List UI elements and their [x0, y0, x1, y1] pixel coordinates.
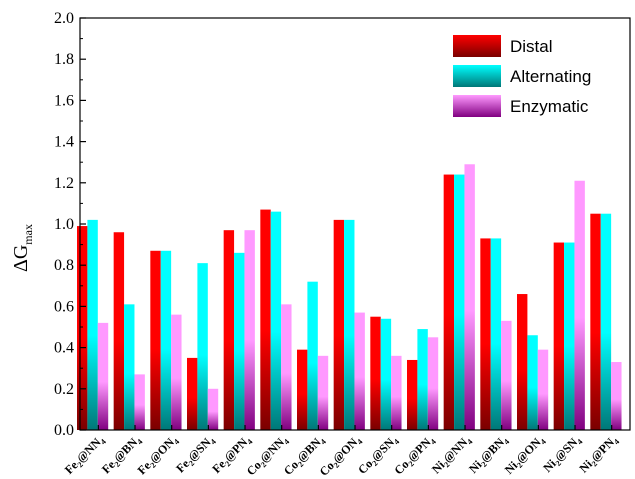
y-tick-label: 1.8 [54, 51, 74, 68]
bar-enzymatic-6 [317, 355, 329, 430]
bar-alternating-9 [417, 329, 428, 430]
bar-alternating-13 [564, 242, 575, 430]
legend-label-distal: Distal [510, 37, 553, 56]
bar-enzymatic-12 [537, 349, 549, 430]
bar-distal-14 [590, 213, 601, 430]
y-axis-title-main: ΔG [10, 245, 32, 272]
bar-distal-9 [407, 359, 418, 430]
bar-alternating-1 [124, 304, 135, 430]
legend-swatch-enzymatic [453, 95, 501, 117]
bar-alternating-14 [600, 213, 612, 430]
legend-label-enzymatic: Enzymatic [510, 97, 589, 116]
x-axis: Fe2@NN4Fe2@BN4Fe2@ON4Fe2@SN4Fe2@PN4Co2@N… [62, 425, 621, 479]
bar-enzymatic-0 [97, 322, 109, 430]
y-axis-title: ΔGmax [10, 224, 35, 272]
x-category-label: Ni2@ON4 [502, 432, 548, 478]
y-axis: 0.0 0.2 0.4 0.6 0.8 1.0 1.2 1.4 1.6 1.8 2.0 [54, 10, 86, 439]
bar-distal-5 [260, 209, 271, 430]
y-tick-label: 1.0 [54, 216, 74, 233]
x-category-label: Fe2@NN4 [62, 432, 108, 478]
bar-distal-2 [150, 250, 161, 430]
bar-alternating-12 [527, 335, 538, 430]
legend-label-alternating: Alternating [510, 67, 591, 86]
bar-enzymatic-3 [207, 388, 219, 430]
x-category-label: Fe2@SN4 [173, 432, 218, 477]
x-category-label: Fe2@ON4 [135, 432, 182, 479]
bar-alternating-7 [344, 219, 355, 430]
bar-distal-4 [223, 230, 235, 430]
bar-alternating-3 [197, 263, 208, 430]
y-tick-label: 0.8 [54, 257, 74, 274]
x-category-label: Ni2@PN4 [577, 432, 622, 477]
bar-distal-12 [517, 294, 528, 430]
x-category-label: Ni2@NN4 [429, 432, 475, 478]
bar-alternating-2 [160, 250, 172, 430]
x-category-label: Co2@ON4 [317, 432, 365, 479]
bar-alternating-11 [490, 238, 502, 430]
x-category-label: Ni2@SN4 [540, 432, 584, 476]
bar-enzymatic-4 [244, 230, 255, 430]
bar-enzymatic-9 [427, 337, 439, 430]
y-tick-label: 2.0 [54, 10, 74, 27]
bar-distal-10 [443, 174, 455, 430]
y-tick-label: 0.4 [54, 340, 74, 357]
bar-enzymatic-7 [354, 312, 365, 430]
legend: Distal Alternating Enzymatic [453, 35, 591, 117]
y-tick-label: 0.0 [54, 422, 74, 439]
bar-enzymatic-11 [501, 320, 512, 430]
bar-alternating-4 [234, 252, 245, 430]
bar-distal-7 [333, 219, 345, 430]
legend-swatch-distal [453, 35, 501, 57]
bar-enzymatic-13 [574, 180, 585, 430]
y-tick-label: 1.6 [54, 92, 74, 109]
bar-enzymatic-10 [464, 164, 475, 430]
legend-swatch-alternating [453, 65, 501, 87]
bar-distal-13 [553, 242, 565, 430]
x-category-label: Co2@PN4 [391, 432, 438, 479]
bar-distal-11 [480, 238, 491, 430]
bar-enzymatic-5 [281, 304, 292, 430]
bars-group [77, 164, 622, 430]
bar-alternating-5 [270, 211, 282, 430]
y-axis-title-sub: max [21, 224, 35, 245]
y-tick-label: 1.2 [54, 175, 74, 192]
y-tick-label: 0.2 [54, 381, 74, 398]
bar-distal-0 [77, 226, 88, 430]
bar-enzymatic-1 [134, 374, 145, 430]
bar-enzymatic-14 [611, 362, 622, 430]
bar-distal-3 [187, 357, 198, 430]
bar-alternating-6 [307, 281, 318, 430]
bar-enzymatic-8 [391, 355, 402, 430]
bar-alternating-8 [380, 318, 392, 430]
bar-alternating-0 [87, 219, 98, 430]
bar-distal-1 [113, 232, 125, 430]
bar-enzymatic-2 [171, 314, 182, 430]
bar-alternating-10 [454, 174, 465, 430]
bar-distal-8 [370, 316, 381, 430]
x-category-label: Fe2@PN4 [209, 432, 254, 477]
y-tick-label: 0.6 [54, 298, 74, 315]
y-tick-label: 1.4 [54, 134, 74, 151]
bar-distal-6 [297, 349, 308, 430]
